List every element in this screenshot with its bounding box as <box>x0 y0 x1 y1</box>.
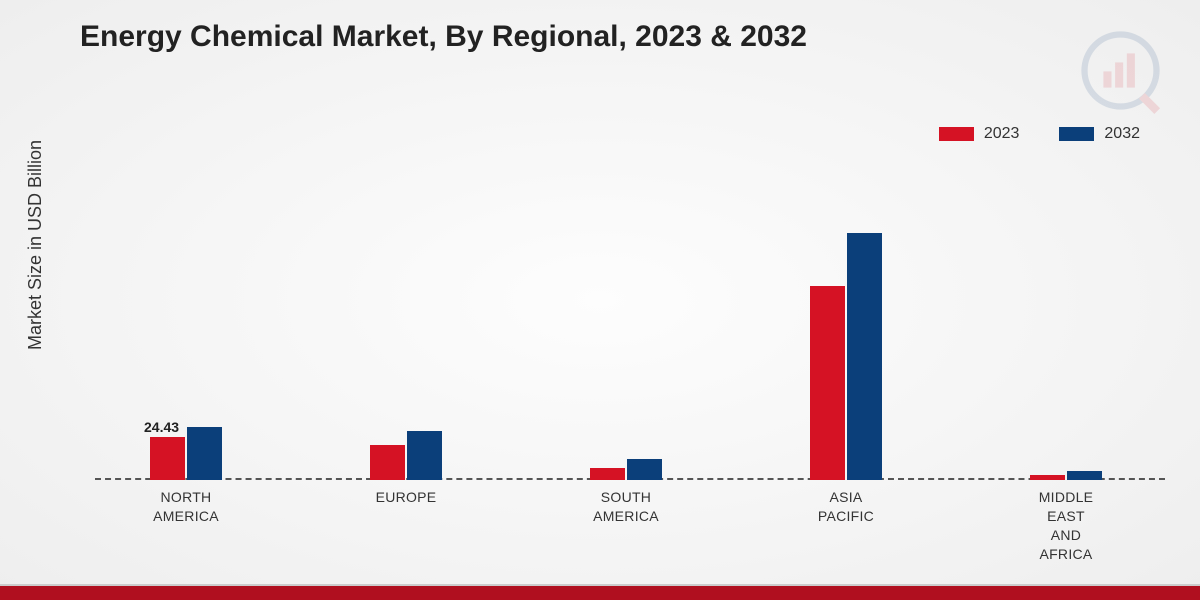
x-category-label: EUROPE <box>346 488 466 507</box>
legend-swatch-2023 <box>939 127 974 141</box>
bar <box>627 459 662 480</box>
legend-item-2023: 2023 <box>939 125 1020 143</box>
footer-bar <box>0 586 1200 600</box>
y-axis-label: Market Size in USD Billion <box>25 140 46 350</box>
bar-value-label: 24.43 <box>144 419 179 435</box>
bar-group <box>370 431 442 480</box>
bar <box>810 286 845 480</box>
plot-area: 24.43 <box>95 180 1165 480</box>
bar <box>150 437 185 480</box>
chart-page: Energy Chemical Market, By Regional, 202… <box>0 0 1200 600</box>
bar <box>407 431 442 480</box>
bar-group <box>150 427 222 480</box>
bar <box>847 233 882 480</box>
watermark-logo <box>1080 30 1170 120</box>
x-category-label: MIDDLEEASTANDAFRICA <box>1006 488 1126 564</box>
legend-label-2032: 2032 <box>1104 125 1140 143</box>
legend-swatch-2032 <box>1059 127 1094 141</box>
legend-item-2032: 2032 <box>1059 125 1140 143</box>
x-category-label: SOUTHAMERICA <box>566 488 686 526</box>
legend: 2023 2032 <box>939 125 1140 143</box>
bar-group <box>810 233 882 480</box>
bar-group <box>1030 471 1102 480</box>
x-category-label: ASIAPACIFIC <box>786 488 906 526</box>
chart-title: Energy Chemical Market, By Regional, 202… <box>80 20 807 54</box>
bar <box>370 445 405 480</box>
bar <box>1067 471 1102 480</box>
bar-group <box>590 459 662 480</box>
bar <box>590 468 625 480</box>
legend-label-2023: 2023 <box>984 125 1020 143</box>
x-category-label: NORTHAMERICA <box>126 488 246 526</box>
x-axis-labels: NORTHAMERICA EUROPE SOUTHAMERICA ASIAPACIFI… <box>95 480 1165 580</box>
bar <box>187 427 222 480</box>
